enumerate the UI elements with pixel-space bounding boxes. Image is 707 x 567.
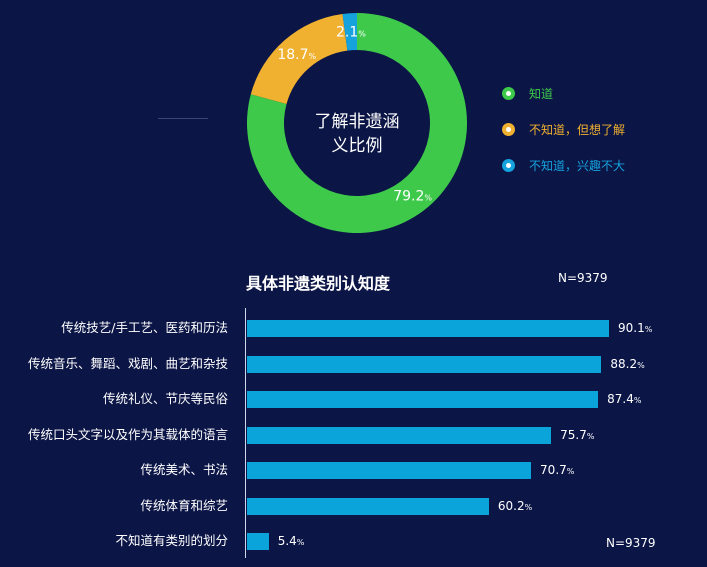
divider — [158, 118, 208, 119]
donut-slice — [250, 13, 348, 104]
sample-size-top: N=9379 — [558, 271, 608, 285]
legend-item-know: 知道 — [502, 84, 625, 102]
bar-category-label: 传统技艺/手工艺、医药和历法 — [61, 320, 228, 335]
bar-value-label: 70.7% — [540, 463, 575, 477]
legend-label-want: 不知道，但想了解 — [529, 122, 626, 137]
bar-value-label: 87.4% — [607, 392, 642, 406]
bar-value-label: 90.1% — [618, 321, 653, 335]
bar-row: 传统音乐、舞蹈、戏剧、曲艺和杂技 88.2% — [0, 354, 707, 374]
bar-value-label: 5.4% — [277, 534, 305, 548]
bar-row: 传统体育和综艺 60.2% — [0, 496, 707, 516]
bar-row: 传统美术、书法 70.7% — [0, 460, 707, 480]
bar — [247, 355, 602, 373]
donut-slice-label: 79.2% — [393, 189, 432, 205]
bar-row: 传统口头文字以及作为其载体的语言 75.7% — [0, 425, 707, 445]
legend-dot-know — [502, 86, 515, 100]
donut-slice-label: 18.7% — [277, 47, 316, 63]
donut-slices — [246, 13, 467, 233]
bar-category-label: 传统音乐、舞蹈、戏剧、曲艺和杂技 — [27, 355, 228, 371]
bar-value-label: 60.2% — [497, 498, 533, 513]
bar-value-label: 88.2% — [610, 356, 645, 371]
donut-slice-label: 2.1% — [336, 25, 366, 41]
bar — [247, 320, 609, 337]
legend-label-know: 知道 — [529, 86, 554, 101]
y-axis-line — [245, 308, 246, 558]
legend-item-uninterested: 不知道，兴趣不大 — [502, 156, 625, 174]
donut-legend: 知道 不知道，但想了解 不知道，兴趣不大 — [502, 84, 625, 192]
bar-category-label: 不知道有类别的划分 — [115, 533, 228, 548]
bar-category-label: 传统口头文字以及作为其载体的语言 — [27, 426, 228, 442]
bar — [247, 497, 489, 515]
legend-label-uninterested: 不知道，兴趣不大 — [529, 158, 626, 173]
bar — [247, 533, 269, 550]
bar — [247, 426, 552, 444]
donut-chart: 了解非遗涵 义比例 79.2% 18.7% 2.1% — [246, 13, 467, 233]
bar — [247, 462, 532, 479]
sample-size-bottom: N=9379 — [606, 536, 656, 550]
bar — [247, 391, 599, 408]
legend-dot-uninterested — [502, 158, 515, 172]
donut-title-line-2: 义比例 — [332, 136, 383, 156]
legend-dot-want — [502, 122, 515, 136]
bar-row: 传统礼仪、节庆等民俗 87.4% — [0, 389, 707, 409]
bar-category-label: 传统体育和综艺 — [140, 497, 228, 513]
donut-slice — [246, 13, 467, 233]
bar-category-label: 传统礼仪、节庆等民俗 — [102, 391, 228, 406]
donut-slice — [342, 13, 357, 51]
donut-title-line-1: 了解非遗涵 — [315, 112, 400, 132]
legend-item-want: 不知道，但想了解 — [502, 120, 625, 138]
bar-row: 传统技艺/手工艺、医药和历法 90.1% — [0, 318, 707, 338]
bar-value-label: 75.7% — [560, 427, 595, 442]
bar-category-label: 传统美术、书法 — [140, 462, 228, 477]
bar-chart-title: 具体非遗类别认知度 — [246, 274, 391, 293]
donut-labels: 79.2% 18.7% 2.1% — [277, 25, 432, 205]
bar-row: 不知道有类别的划分 5.4% — [0, 531, 707, 551]
